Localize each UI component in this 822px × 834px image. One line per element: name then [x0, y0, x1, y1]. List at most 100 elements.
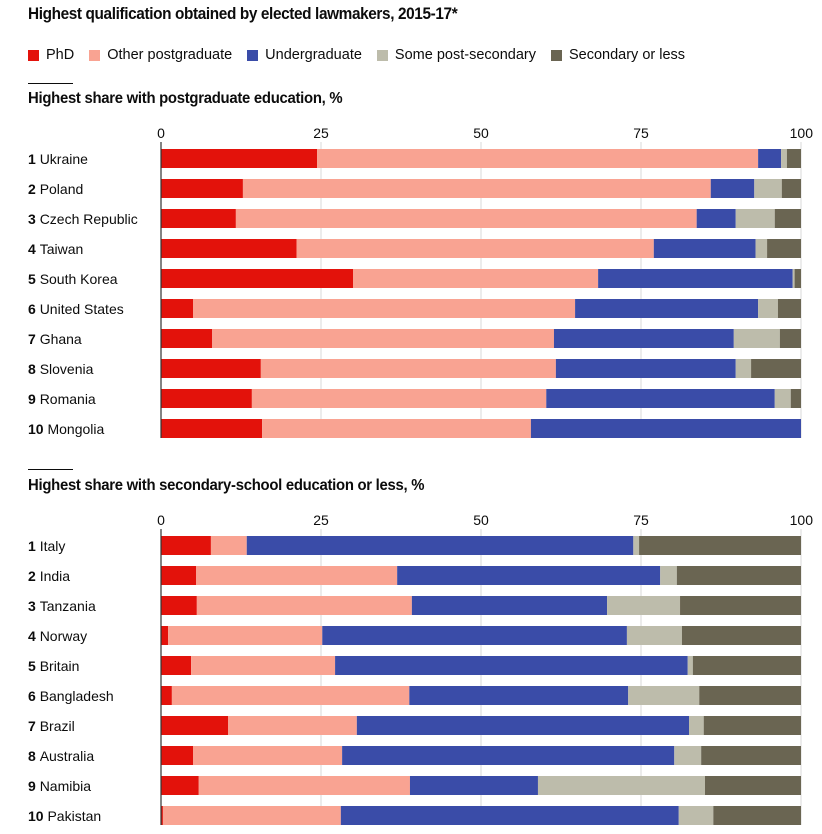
bar-segment-australia-other-postgraduate [193, 746, 343, 765]
row-name: Romania [40, 391, 96, 407]
row-rank: 9 [28, 778, 40, 794]
bar-segment-romania-secondary-or-less [790, 389, 801, 408]
bar-segment-slovenia-secondary-or-less [751, 359, 801, 378]
bar-segment-pakistan-phd [161, 806, 163, 825]
bar-row-australia [161, 746, 801, 765]
tick-label-50: 50 [473, 512, 489, 528]
row-label-norway: 4 Norway [28, 628, 87, 644]
legend-item-secondary-or-less: Secondary or less [550, 47, 685, 63]
bar-segment-tanzania-other-postgraduate [196, 596, 412, 615]
row-name: India [40, 568, 71, 584]
bar-segment-tanzania-phd [161, 596, 197, 615]
bar-row-namibia [161, 776, 801, 795]
bar-segment-norway-undergraduate [322, 626, 627, 645]
row-name: Slovenia [40, 361, 94, 377]
bar-segment-brazil-undergraduate [356, 716, 689, 735]
bar-segment-taiwan-undergraduate [653, 239, 756, 258]
bar-segment-india-secondary-or-less [676, 566, 801, 585]
row-label-italy: 1 Italy [28, 538, 65, 554]
bar-segment-australia-undergraduate [342, 746, 675, 765]
bar-segment-romania-some-post-secondary [774, 389, 791, 408]
bar-row-united-states [161, 299, 801, 318]
row-label-britain: 5 Britain [28, 658, 79, 674]
bar-row-tanzania [161, 596, 801, 615]
bar-segment-brazil-phd [161, 716, 229, 735]
bar-segment-namibia-other-postgraduate [198, 776, 410, 795]
bar-row-poland [161, 179, 801, 198]
row-rank: 6 [28, 688, 40, 704]
chart-title: Highest qualification obtained by electe… [28, 5, 458, 23]
bar-segment-namibia-phd [161, 776, 199, 795]
bar-segment-ukraine-phd [161, 149, 318, 168]
bar-segment-britain-some-post-secondary [687, 656, 693, 675]
bar-row-ghana [161, 329, 801, 348]
bar-segment-pakistan-other-postgraduate [162, 806, 341, 825]
bar-segment-united-states-secondary-or-less [777, 299, 801, 318]
bar-segment-south-korea-secondary-or-less [794, 269, 801, 288]
legend-label-some-post-secondary: Some post-secondary [394, 47, 536, 63]
tick-label-75: 75 [633, 125, 649, 141]
row-label-ukraine: 1 Ukraine [28, 151, 88, 167]
legend-item-undergraduate: Undergraduate [247, 47, 362, 63]
bar-segment-bangladesh-some-post-secondary [628, 686, 700, 705]
row-rank: 5 [28, 271, 40, 287]
bar-segment-britain-other-postgraduate [191, 656, 336, 675]
row-rank: 3 [28, 211, 40, 227]
row-rank: 2 [28, 181, 40, 197]
row-label-united-states: 6 United States [28, 301, 124, 317]
bar-segment-bangladesh-secondary-or-less [699, 686, 801, 705]
row-rank: 1 [28, 151, 40, 167]
bar-segment-poland-other-postgraduate [242, 179, 711, 198]
bar-segment-united-states-undergraduate [575, 299, 759, 318]
row-rank: 9 [28, 391, 40, 407]
bar-row-ukraine [161, 149, 801, 168]
bar-segment-india-undergraduate [397, 566, 661, 585]
bar-segment-ukraine-secondary-or-less [786, 149, 801, 168]
tick-label-25: 25 [313, 125, 329, 141]
row-label-poland: 2 Poland [28, 181, 83, 197]
bar-segment-britain-phd [161, 656, 192, 675]
legend-label-phd: PhD [46, 47, 75, 63]
bar-segment-ghana-some-post-secondary [733, 329, 780, 348]
row-rank: 7 [28, 718, 40, 734]
bar-segment-brazil-secondary-or-less [703, 716, 801, 735]
row-name: Bangladesh [40, 688, 114, 704]
legend-swatch-some-post-secondary [376, 49, 388, 61]
bar-segment-united-states-phd [161, 299, 193, 318]
row-label-bangladesh: 6 Bangladesh [28, 688, 114, 704]
row-label-slovenia: 8 Slovenia [28, 361, 94, 377]
bar-segment-brazil-other-postgraduate [228, 716, 357, 735]
bar-row-slovenia [161, 359, 801, 378]
bar-segment-namibia-undergraduate [409, 776, 538, 795]
legend-swatch-other-postgraduate [89, 49, 101, 61]
legend-swatch-secondary-or-less [550, 49, 562, 61]
bar-segment-czech-republic-phd [161, 209, 236, 228]
row-name: Australia [40, 748, 95, 764]
row-label-romania: 9 Romania [28, 391, 96, 407]
row-label-india: 2 India [28, 568, 70, 584]
bar-segment-south-korea-other-postgraduate [353, 269, 599, 288]
row-rank: 10 [28, 808, 47, 824]
row-rank: 3 [28, 598, 40, 614]
legend-item-phd: PhD [28, 47, 74, 63]
row-name: Mongolia [47, 421, 104, 437]
row-rank: 2 [28, 568, 40, 584]
row-label-australia: 8 Australia [28, 748, 94, 764]
row-name: Pakistan [47, 808, 101, 824]
row-label-taiwan: 4 Taiwan [28, 241, 83, 257]
row-label-mongolia: 10 Mongolia [28, 421, 104, 437]
bar-segment-czech-republic-other-postgraduate [235, 209, 697, 228]
row-name: Taiwan [40, 241, 84, 257]
bar-segment-poland-phd [161, 179, 243, 198]
row-label-pakistan: 10 Pakistan [28, 808, 101, 824]
bar-segment-ghana-phd [161, 329, 213, 348]
bar-segment-bangladesh-other-postgraduate [171, 686, 410, 705]
bar-segment-ukraine-some-post-secondary [781, 149, 787, 168]
bar-segment-india-some-post-secondary [660, 566, 677, 585]
bar-segment-india-other-postgraduate [196, 566, 398, 585]
legend-label-other-postgraduate: Other postgraduate [107, 47, 233, 63]
row-name: Czech Republic [40, 211, 138, 227]
bar-segment-czech-republic-some-post-secondary [735, 209, 775, 228]
